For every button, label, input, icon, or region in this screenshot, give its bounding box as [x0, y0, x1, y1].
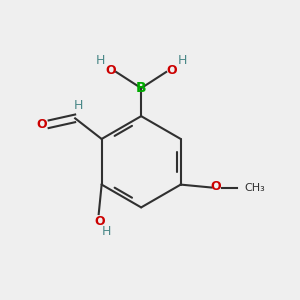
- Text: H: H: [178, 54, 187, 67]
- Text: O: O: [166, 64, 177, 77]
- Text: O: O: [37, 118, 47, 131]
- Text: O: O: [106, 64, 116, 77]
- Text: CH₃: CH₃: [244, 182, 265, 193]
- Text: H: H: [74, 99, 83, 112]
- Text: H: H: [95, 54, 105, 67]
- Text: B: B: [136, 81, 146, 95]
- Text: O: O: [95, 215, 106, 228]
- Text: O: O: [211, 180, 221, 193]
- Text: H: H: [101, 225, 111, 238]
